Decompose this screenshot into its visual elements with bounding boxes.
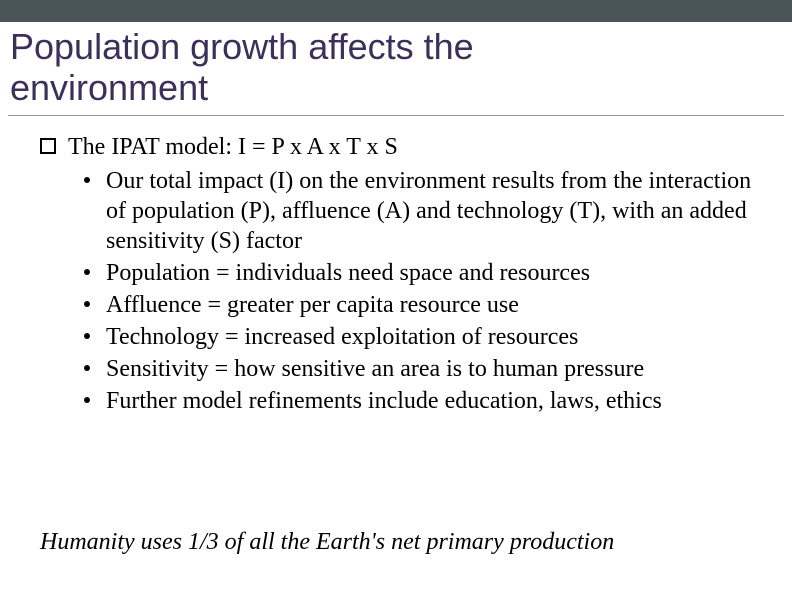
bullet-text: Sensitivity = how sensitive an area is t…: [106, 356, 644, 382]
top-bar: [0, 0, 792, 22]
bullet-level2: Technology = increased exploitation of r…: [40, 322, 752, 352]
square-bullet-icon: [40, 138, 56, 154]
slide-title: Population growth affects the environmen…: [10, 26, 590, 109]
bullet-level2: Further model refinements include educat…: [40, 386, 752, 416]
bullet-level1: The IPAT model: I = P x A x T x S: [40, 132, 752, 162]
dot-bullet-icon: [84, 269, 90, 275]
bullet-text: Further model refinements include educat…: [106, 388, 662, 414]
footer-text: Humanity uses 1/3 of all the Earth's net…: [40, 529, 752, 556]
bullet-text: Affluence = greater per capita resource …: [106, 292, 519, 318]
dot-bullet-icon: [84, 333, 90, 339]
bullet-level2: Population = individuals need space and …: [40, 258, 752, 288]
content-area: The IPAT model: I = P x A x T x S Our to…: [40, 132, 752, 418]
bullet-level2: Sensitivity = how sensitive an area is t…: [40, 354, 752, 384]
bullet-text: Technology = increased exploitation of r…: [106, 324, 578, 350]
horizontal-rule: [8, 115, 784, 116]
dot-bullet-icon: [84, 365, 90, 371]
bullet-text: Our total impact (I) on the environment …: [106, 168, 751, 254]
dot-bullet-icon: [84, 397, 90, 403]
bullet-level2: Affluence = greater per capita resource …: [40, 290, 752, 320]
bullet-text: The IPAT model: I = P x A x T x S: [68, 134, 398, 160]
dot-bullet-icon: [84, 301, 90, 307]
bullet-level2: Our total impact (I) on the environment …: [40, 166, 752, 256]
bullet-text: Population = individuals need space and …: [106, 260, 590, 286]
dot-bullet-icon: [84, 177, 90, 183]
